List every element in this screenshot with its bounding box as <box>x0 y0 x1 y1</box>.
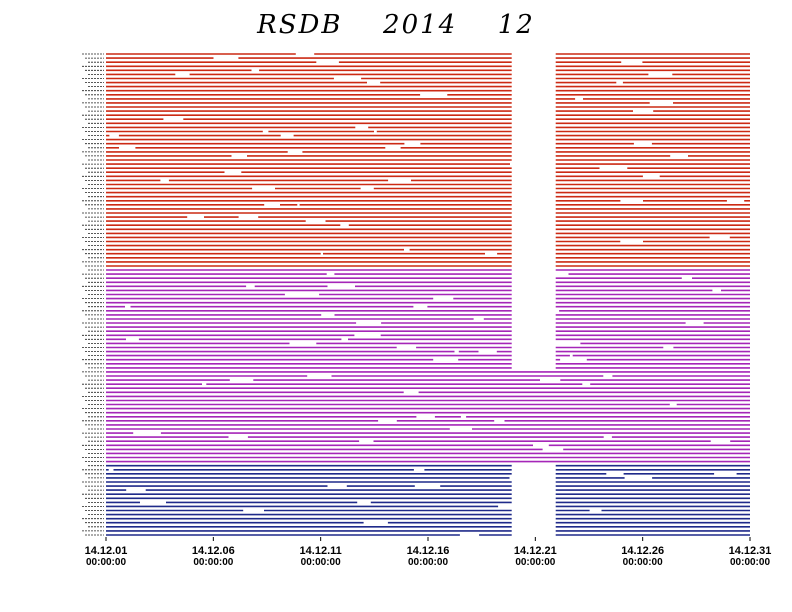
x-tick-label-date: 14.12.21 <box>514 545 557 557</box>
x-tick-label-date: 14.12.01 <box>85 545 128 557</box>
station-group-2 <box>106 269 750 463</box>
chart-title: RSDB 2014 12 <box>257 10 535 40</box>
x-tick-label-time: 00:00:00 <box>623 557 663 568</box>
x-tick-label-time: 00:00:00 <box>408 557 448 568</box>
x-tick-label-date: 14.12.26 <box>621 545 664 557</box>
x-tick-label-time: 00:00:00 <box>301 557 341 568</box>
x-tick-label-date: 14.12.31 <box>729 545 772 557</box>
x-tick-label-time: 00:00:00 <box>193 557 233 568</box>
station-group-1 <box>106 53 750 267</box>
x-tick-label-date: 14.12.16 <box>407 545 450 557</box>
station-group-3 <box>106 464 750 536</box>
x-tick-label-time: 00:00:00 <box>515 557 555 568</box>
x-tick-label-time: 00:00:00 <box>730 557 770 568</box>
x-tick-label-time: 00:00:00 <box>86 557 126 568</box>
x-tick-label-date: 14.12.11 <box>300 545 342 557</box>
x-tick-label-date: 14.12.06 <box>192 545 235 557</box>
